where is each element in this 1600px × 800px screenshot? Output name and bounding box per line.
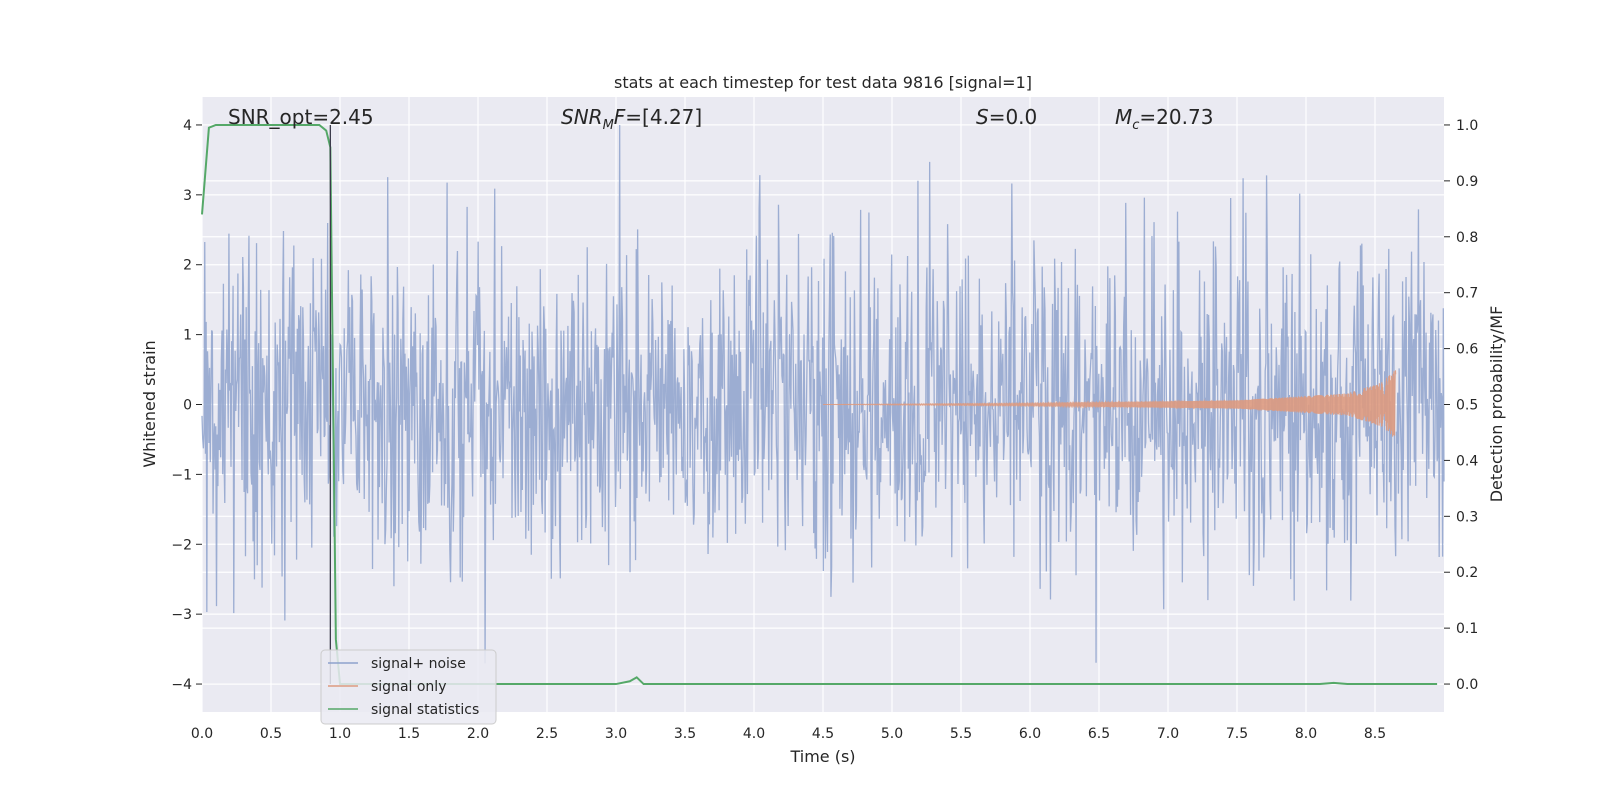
y-tick-labels-right: 1.0 0.9 0.8 0.7 0.6 0.5 0.4 0.3 0.2 0.1 0.0 xyxy=(1444,118,1478,693)
annotation-s-stat-value: =0.0 xyxy=(989,105,1038,129)
y-tick-label-left: −2 xyxy=(171,537,192,553)
y-axis-label-right: Detection probability/MF xyxy=(1487,306,1506,503)
y-tick-label-right: 0.0 xyxy=(1456,677,1478,693)
y-tick-label-left: −1 xyxy=(171,467,192,483)
x-tick-label: 6.0 xyxy=(1019,726,1041,742)
series-line-signal-noise xyxy=(201,124,1445,664)
y-tick-label-left: −4 xyxy=(171,677,192,693)
x-tick-label: 4.0 xyxy=(743,726,765,742)
series-signal-noise xyxy=(201,124,1445,664)
x-tick-label: 4.5 xyxy=(812,726,834,742)
x-tick-label: 2.5 xyxy=(536,726,558,742)
y-tick-label-right: 0.5 xyxy=(1456,398,1478,414)
x-tick-label: 0.5 xyxy=(260,726,282,742)
y-tick-label-left: 3 xyxy=(183,188,192,204)
legend-label-signal-only: signal only xyxy=(371,679,446,695)
y-tick-label-right: 0.6 xyxy=(1456,342,1478,358)
x-tick-label: 3.5 xyxy=(674,726,696,742)
y-tick-label-left: 0 xyxy=(183,398,192,414)
x-tick-label: 2.0 xyxy=(467,726,489,742)
x-axis-label: Time (s) xyxy=(789,747,855,766)
x-tick-label: 8.0 xyxy=(1295,726,1317,742)
y-tick-label-right: 0.1 xyxy=(1456,621,1478,637)
annotation-chirp-mass-value: =20.73 xyxy=(1139,105,1213,129)
x-tick-label: 5.5 xyxy=(950,726,972,742)
legend-label-signal-noise: signal+ noise xyxy=(371,656,466,672)
y-tick-labels-left: 4 3 2 1 0 −1 −2 −3 −4 xyxy=(171,118,202,693)
annotation-chirp-mass: Mc=20.73 xyxy=(1115,105,1213,133)
y-tick-label-right: 0.4 xyxy=(1456,453,1478,469)
series-line-signal-only xyxy=(823,370,1397,437)
y-axis-label-left: Whitened strain xyxy=(140,340,159,467)
x-tick-label: 1.0 xyxy=(329,726,351,742)
chart-title: stats at each timestep for test data 981… xyxy=(614,73,1032,92)
y-tick-label-left: 4 xyxy=(183,118,192,134)
y-tick-label-right: 0.2 xyxy=(1456,565,1478,581)
x-tick-label: 7.0 xyxy=(1157,726,1179,742)
legend: signal+ noise signal only signal statist… xyxy=(320,649,497,725)
x-tick-label: 6.5 xyxy=(1088,726,1110,742)
x-tick-label: 5.0 xyxy=(881,726,903,742)
x-tick-label: 8.5 xyxy=(1364,726,1386,742)
y-tick-label-left: 1 xyxy=(183,328,192,344)
annotation-snr-mf: SNRMF=[4.27] xyxy=(561,105,702,133)
y-tick-label-left: 2 xyxy=(183,258,192,274)
annotation-snr-opt: SNR_opt=2.45 xyxy=(228,105,374,129)
annotation-snr-mf-value: =[4.27] xyxy=(625,105,702,129)
series-signal-only xyxy=(823,370,1397,437)
x-tick-labels: 0.0 0.5 1.0 1.5 2.0 2.5 3.0 3.5 4.0 4.5 5.0 5.5 6.0 6… xyxy=(191,726,1386,742)
x-tick-label: 0.0 xyxy=(191,726,213,742)
y-tick-label-right: 0.9 xyxy=(1456,174,1478,190)
x-tick-label: 3.0 xyxy=(605,726,627,742)
y-tick-label-right: 1.0 xyxy=(1456,118,1478,134)
legend-label-signal-statistics: signal statistics xyxy=(371,702,479,718)
y-tick-label-right: 0.8 xyxy=(1456,230,1478,246)
y-tick-label-left: −3 xyxy=(171,607,192,623)
annotation-s-stat: S=0.0 xyxy=(976,105,1037,129)
x-tick-label: 7.5 xyxy=(1226,726,1248,742)
y-tick-label-right: 0.3 xyxy=(1456,509,1478,525)
y-tick-label-right: 0.7 xyxy=(1456,286,1478,302)
x-tick-label: 1.5 xyxy=(398,726,420,742)
legend-box xyxy=(320,649,497,725)
